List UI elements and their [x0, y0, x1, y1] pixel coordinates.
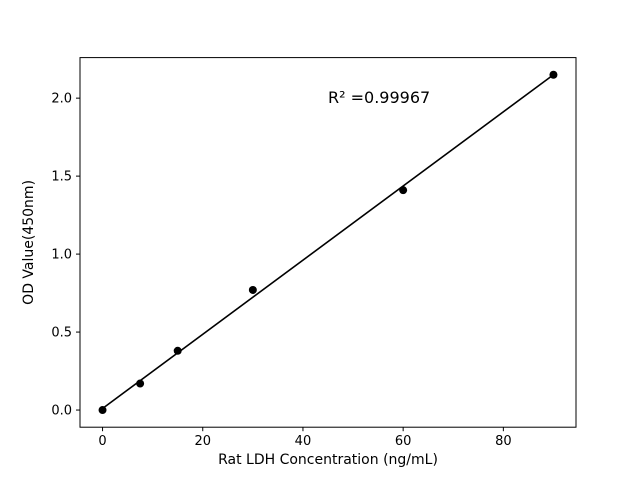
data-point [173, 346, 182, 355]
y-tick-label: 0.5 [51, 326, 72, 341]
data-point [399, 186, 408, 195]
fit-line [102, 74, 554, 410]
x-tick-label: 80 [495, 434, 512, 449]
data-point [98, 406, 107, 415]
y-axis-label: OD Value(450nm) [21, 180, 37, 305]
x-tick-label: 40 [295, 434, 312, 449]
axis-ticks: 0 20 40 60 80 0.0 0.5 1.0 1.5 2.0 [51, 92, 511, 450]
y-tick-label: 1.5 [51, 170, 72, 185]
x-axis-label: Rat LDH Concentration (ng/mL) [218, 452, 438, 468]
x-tick-label: 60 [395, 434, 412, 449]
r-squared-annotation: R² =0.99967 [328, 88, 430, 107]
axes-spines [79, 57, 577, 428]
data-series [98, 70, 558, 415]
x-tick-label: 0 [98, 434, 106, 449]
y-tick-label: 0.0 [51, 404, 72, 419]
y-tick-label: 2.0 [51, 92, 72, 107]
data-point [136, 379, 145, 388]
x-tick-label: 20 [194, 434, 211, 449]
y-tick-label: 1.0 [51, 248, 72, 263]
data-point [248, 285, 257, 294]
plot-frame [79, 57, 577, 428]
data-point [549, 70, 558, 79]
